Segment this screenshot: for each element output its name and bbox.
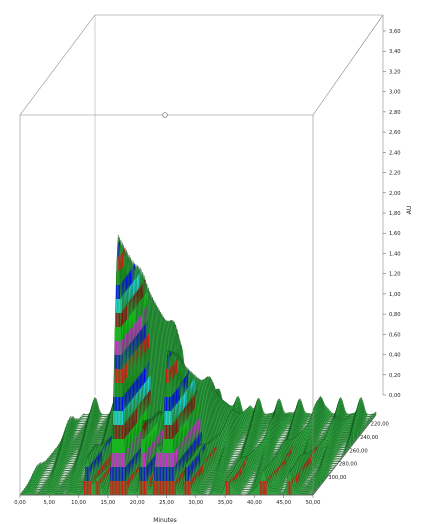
- frame-edge: [19, 14, 96, 116]
- plot-frame: [19, 14, 384, 496]
- x-tick-label: 45,00: [276, 500, 291, 506]
- z-tick-label: 3,60: [389, 29, 401, 35]
- wavelength-tick-label: 260,00: [349, 448, 367, 454]
- z-tick-label: 3,40: [389, 49, 401, 55]
- x-tick-label: 20,00: [130, 500, 145, 506]
- x-tick-label: 25,00: [159, 500, 174, 506]
- z-tick-label: 2,60: [389, 130, 401, 136]
- z-tick-label: 2,00: [389, 191, 401, 197]
- minutes-axis-label: Minutes: [153, 517, 177, 524]
- x-tick-label: 35,00: [218, 500, 233, 506]
- minutes-axis: Minutes 0,00 5,00 10,00 15,00 20,00 25,00 30,0…: [14, 495, 320, 524]
- x-tick-label: 40,00: [247, 500, 262, 506]
- z-tick-label: 0,20: [389, 373, 401, 379]
- z-tick-label: 0,40: [389, 353, 401, 359]
- frame-edge: [312, 14, 384, 116]
- z-tick-label: 1,20: [389, 272, 401, 278]
- z-tick-label: 1,40: [389, 251, 401, 257]
- x-tick-label: 0,00: [14, 500, 26, 506]
- x-tick-label: 15,00: [100, 500, 115, 506]
- x-tick-label: 30,00: [188, 500, 203, 506]
- frame-edge: [312, 414, 377, 496]
- spectrum-surface: [19, 234, 377, 496]
- z-tick-label: 3,00: [389, 90, 401, 96]
- z-tick-label: 2,20: [389, 171, 401, 177]
- z-tick-label: 3,20: [389, 69, 401, 75]
- au-axis-label: AU: [406, 206, 413, 215]
- wavelength-tick-label: 300,00: [328, 475, 346, 481]
- z-tick-label: 0,00: [389, 393, 401, 399]
- au-axis: AU 0,00 0,20 0,40 0,60 0,80 1,00 1,20 1,40 1,60 1…: [383, 29, 413, 399]
- z-tick-label: 1,80: [389, 211, 401, 217]
- z-tick-label: 1,00: [389, 292, 401, 298]
- z-tick-label: 0,80: [389, 312, 401, 318]
- wavelength-tick-label: 220,00: [371, 421, 389, 427]
- rotation-handle[interactable]: [162, 112, 168, 118]
- z-tick-label: 1,60: [389, 231, 401, 237]
- z-tick-label: 2,80: [389, 110, 401, 116]
- x-tick-label: 10,00: [71, 500, 86, 506]
- x-tick-label: 5,00: [44, 500, 56, 506]
- wavelength-axis: 220,00 240,00 260,00 280,00 300,00: [328, 421, 389, 481]
- z-tick-label: 2,40: [389, 150, 401, 156]
- wavelength-tick-label: 240,00: [360, 435, 378, 441]
- x-tick-label: 50,00: [306, 500, 321, 506]
- z-tick-label: 0,60: [389, 332, 401, 338]
- wavelength-tick-label: 280,00: [339, 462, 357, 468]
